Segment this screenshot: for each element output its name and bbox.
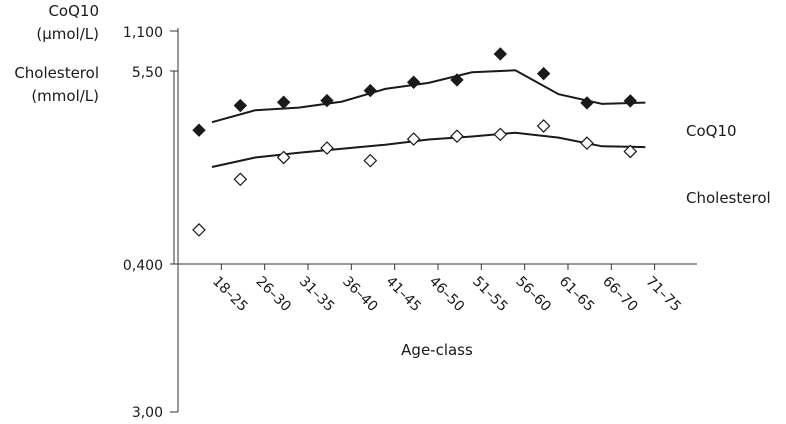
series-line-cholesterol [211, 131, 646, 168]
x-tick-label: 56–60 [512, 274, 553, 315]
x-tick-labels: 18–25 26–30 31–35 36–40 41–45 46–50 51–55 56–60… [209, 274, 684, 315]
x-axis-label: Age-class [401, 341, 473, 359]
coq10-point [580, 96, 594, 110]
cholesterol-point [363, 153, 378, 168]
y-tick-label-300: 3,00 [132, 405, 163, 421]
x-tick-label: 36–40 [339, 274, 380, 315]
coq10-point [493, 47, 508, 61]
coq10-axis-label-line1: CoQ10 [48, 2, 99, 20]
cholesterol-axis-label-line1: Cholesterol [14, 64, 99, 82]
coq10-point [536, 66, 551, 81]
series-lines [211, 69, 646, 168]
coq10-axis-label-line2: (μmol/L) [36, 25, 99, 43]
x-tick-label: 61–65 [556, 274, 597, 315]
cholesterol-axis-label-line2: (mmol/L) [31, 87, 99, 105]
cholesterol-point [450, 129, 464, 144]
x-tick-label: 66–70 [599, 274, 640, 315]
x-ticks [177, 264, 656, 270]
coq10-point [450, 73, 464, 87]
x-tick-label: 18–25 [209, 274, 250, 315]
x-tick-label: 46–50 [426, 274, 467, 315]
coq10-point [363, 83, 378, 98]
coq10-point [276, 95, 291, 109]
x-tick-label: 31–35 [296, 274, 337, 315]
y-tick-label-1100: 1,100 [123, 25, 163, 41]
cholesterol-point [580, 136, 594, 151]
coq10-point [406, 75, 421, 89]
cholesterol-point [406, 132, 421, 146]
cholesterol-point [536, 119, 551, 133]
x-tick-label: 26–30 [253, 274, 294, 315]
cholesterol-point [192, 223, 206, 237]
series-label-coq10: CoQ10 [686, 122, 737, 140]
coq10-point [320, 93, 334, 108]
coq10-point [623, 94, 638, 108]
cholesterol-point [276, 150, 291, 165]
y-tick-label-0400: 0,400 [123, 258, 163, 274]
series-label-cholesterol: Cholesterol [686, 189, 771, 207]
coq10-point [192, 123, 206, 137]
cholesterol-point [320, 141, 334, 155]
cholesterol-point [493, 127, 508, 142]
series-markers [192, 47, 638, 237]
x-tick-label: 51–55 [469, 274, 510, 315]
cholesterol-point [623, 144, 638, 159]
cholesterol-point [233, 172, 248, 187]
y-tick-label-550: 5,50 [132, 65, 163, 81]
series-line-coq10 [211, 69, 646, 124]
coq10-point [233, 98, 248, 113]
x-tick-label: 71–75 [642, 274, 683, 315]
x-tick-label: 41–45 [382, 274, 423, 315]
